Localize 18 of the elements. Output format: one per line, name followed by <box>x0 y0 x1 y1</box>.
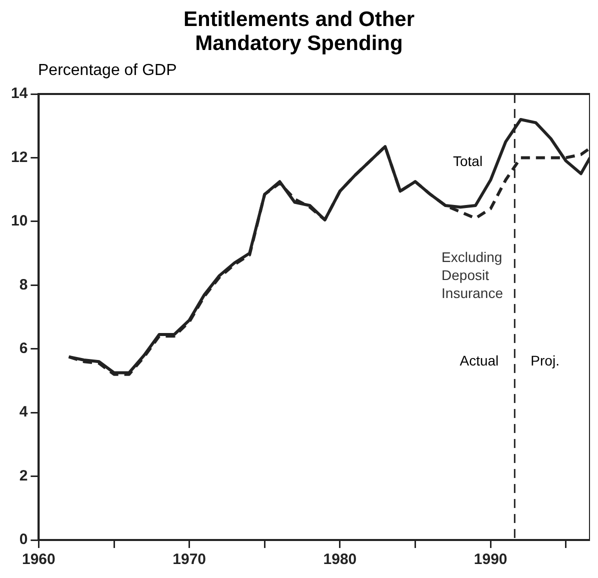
text: Excluding Deposit Insurance <box>442 249 504 302</box>
annotation: Proj. <box>530 352 560 368</box>
y-tick-label: 10 <box>10 212 28 230</box>
x-tick-label: 1990 <box>474 551 508 568</box>
y-axis-title: Percentage of GDP <box>37 62 178 81</box>
y-tick-label: 4 <box>19 404 28 421</box>
series-label: Total <box>453 153 483 170</box>
chart-title: Entitlements and Other Mandatory Spending <box>182 8 416 56</box>
y-tick-label: 12 <box>10 148 28 166</box>
y-tick-label: 6 <box>19 340 28 357</box>
y-tick-label: 0 <box>19 531 28 548</box>
x-tick-label: 1960 <box>22 551 56 568</box>
x-tick-label: 1980 <box>323 551 357 568</box>
annotation: Actual <box>460 352 499 368</box>
y-tick-label: 2 <box>19 467 28 484</box>
x-tick-label: 1970 <box>172 551 206 568</box>
y-tick-label: 14 <box>10 85 28 102</box>
y-tick-label: 8 <box>19 276 28 294</box>
